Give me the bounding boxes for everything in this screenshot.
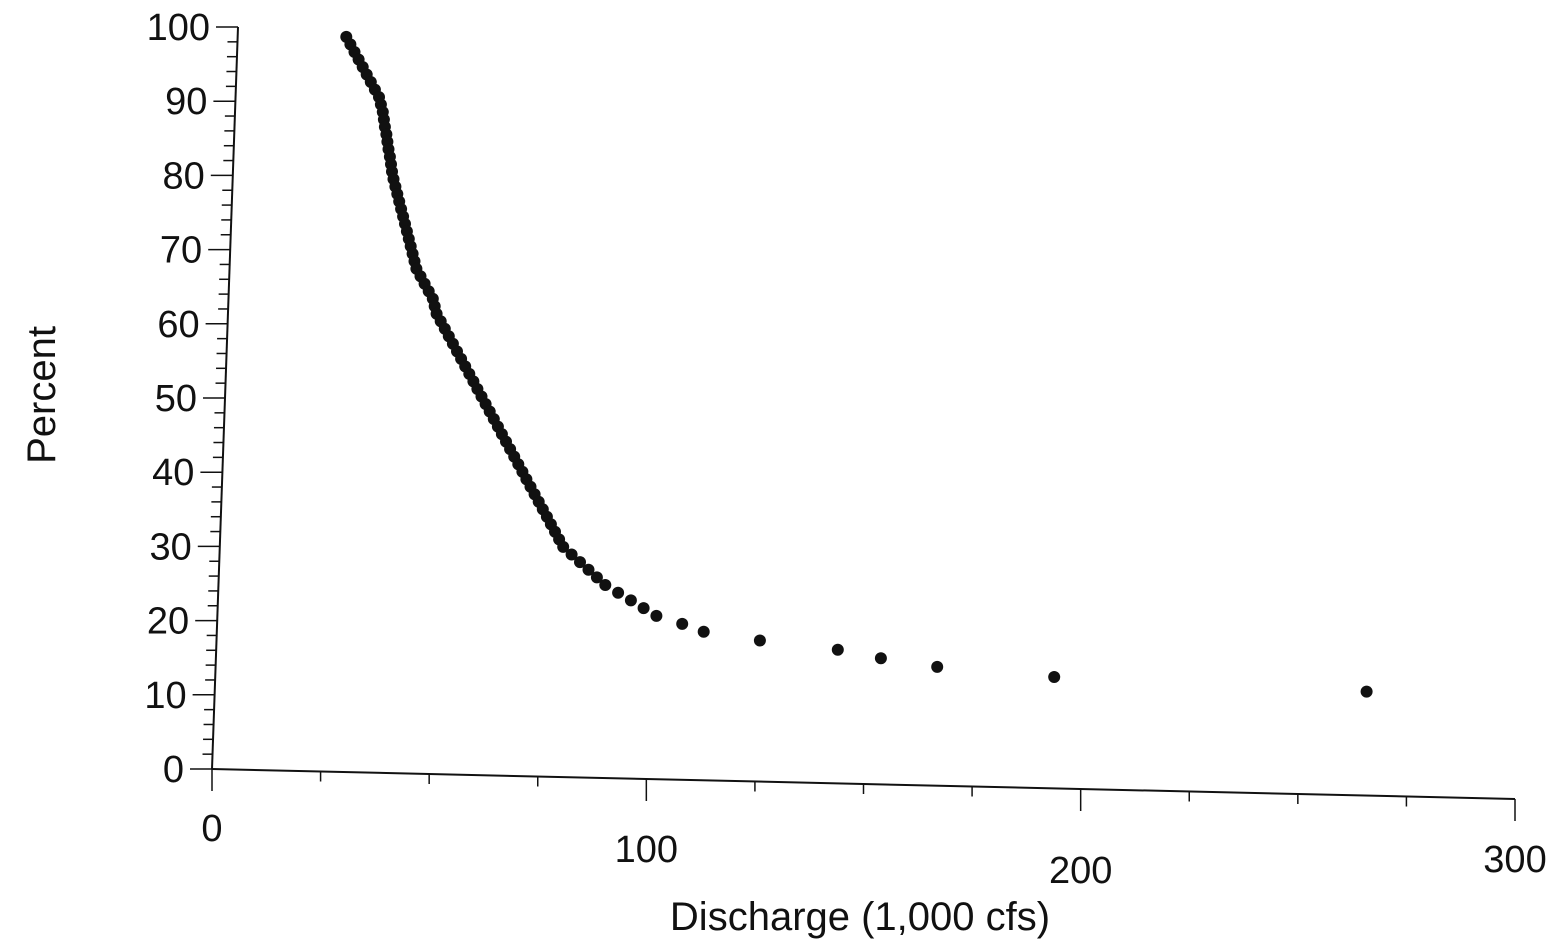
x-axis-title: Discharge (1,000 cfs)	[670, 895, 1050, 939]
y-axis-title: Percent	[20, 326, 64, 464]
x-tick-label: 100	[615, 829, 678, 871]
data-point	[697, 625, 710, 638]
data-point	[582, 563, 595, 576]
data-point	[574, 556, 586, 569]
data-point	[931, 660, 944, 673]
y-tick-label: 70	[160, 230, 202, 272]
y-tick-label: 100	[147, 7, 210, 49]
x-tick-label: 0	[201, 808, 222, 850]
data-point	[1048, 671, 1061, 683]
data-point	[1360, 685, 1373, 698]
data-point	[612, 586, 625, 599]
data-point	[557, 540, 570, 553]
data-point	[624, 594, 637, 607]
data-point	[831, 643, 844, 656]
data-point	[565, 548, 578, 561]
y-tick-label: 90	[165, 81, 207, 123]
x-tick-label: 200	[1049, 850, 1112, 892]
y-tick-label: 60	[157, 304, 199, 346]
y-tick-label: 0	[163, 749, 184, 791]
data-point	[599, 579, 612, 591]
y-tick-label: 10	[144, 675, 186, 717]
x-tick-label: 300	[1483, 839, 1546, 881]
y-tick-label: 20	[147, 601, 189, 643]
y-tick-label: 40	[152, 452, 194, 494]
y-tick-label: 50	[155, 378, 197, 420]
data-point	[637, 602, 650, 615]
y-tick-label: 80	[163, 155, 205, 197]
data-point	[676, 617, 689, 630]
data-point	[590, 571, 603, 584]
y-tick-label: 30	[150, 526, 192, 568]
data-point	[753, 634, 766, 647]
data-points	[340, 30, 1373, 698]
data-point	[650, 609, 663, 622]
axes	[211, 26, 1516, 800]
x-axis-ticks: 0 100 200 300	[201, 769, 1547, 892]
y-axis-ticks: 0 10 20 30 40 50 60 70 80 90 100	[144, 7, 238, 791]
data-point	[874, 652, 887, 665]
